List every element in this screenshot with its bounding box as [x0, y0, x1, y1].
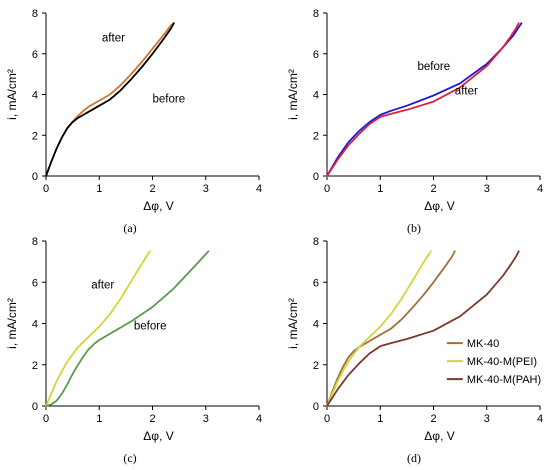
y-axis-label: i, mA/cm²	[5, 298, 19, 349]
x-axis-label: Δφ, V	[424, 199, 454, 213]
y-tick-label: 2	[313, 360, 319, 372]
y-tick-label: 6	[313, 49, 319, 61]
x-tick-label: 2	[149, 183, 155, 195]
x-tick-label: 4	[537, 413, 543, 425]
y-tick-label: 2	[313, 130, 319, 142]
x-tick-label: 1	[377, 183, 383, 195]
annotation-label: after	[455, 86, 478, 98]
series-line-2	[45, 250, 210, 407]
legend-label: MK-40	[467, 338, 499, 350]
y-tick-label: 0	[32, 401, 38, 413]
x-tick-label: 4	[256, 183, 262, 195]
y-tick-label: 0	[313, 171, 319, 183]
x-tick-label: 4	[537, 183, 543, 195]
y-tick-label: 8	[32, 8, 38, 20]
legend-label: MK-40-M(PEI)	[467, 356, 537, 368]
y-tick-label: 8	[32, 236, 38, 248]
annotation-label: after	[91, 279, 114, 291]
y-tick-label: 4	[313, 90, 319, 102]
x-tick-label: 1	[96, 413, 102, 425]
x-tick-label: 2	[149, 413, 155, 425]
x-tick-label: 3	[484, 183, 490, 195]
y-tick-label: 4	[32, 90, 38, 102]
annotation-label: before	[134, 321, 167, 333]
x-axis-label: Δφ, V	[424, 429, 454, 443]
series-line-2	[326, 250, 432, 407]
x-tick-label: 1	[96, 183, 102, 195]
annotation-label: before	[153, 94, 186, 106]
legend: MK-40 MK-40-M(PEI) MK-40-M(PAH)	[446, 338, 541, 386]
y-tick-label: 6	[32, 49, 38, 61]
panel-label: (c)	[123, 451, 136, 465]
x-tick-label: 2	[430, 183, 436, 195]
series-line-2	[326, 22, 520, 177]
x-tick-label: 0	[324, 183, 330, 195]
series-line-1	[45, 250, 151, 407]
panel-label: (d)	[407, 451, 421, 465]
y-tick-label: 0	[313, 401, 319, 413]
x-tick-label: 0	[324, 413, 330, 425]
y-tick-label: 2	[32, 130, 38, 142]
annotation-label: after	[102, 33, 125, 45]
chart-panel-3: 0 1 2 3 4 0 2 4 6 8 Δφ, V i, mA/cm² (c) after before	[5, 236, 262, 465]
chart-panel-2: 0 1 2 3 4 0 2 4 6 8 Δφ, V i, mA/cm² (b) before after	[286, 8, 543, 235]
series-line-3	[326, 250, 520, 407]
panel-label: (a)	[123, 221, 136, 235]
x-tick-label: 3	[203, 183, 209, 195]
y-tick-label: 4	[313, 319, 319, 331]
y-tick-label: 8	[313, 236, 319, 248]
x-tick-label: 3	[484, 413, 490, 425]
x-tick-label: 2	[430, 413, 436, 425]
y-axis-label: i, mA/cm²	[286, 298, 300, 349]
y-axis-label: i, mA/cm²	[286, 69, 300, 120]
x-tick-label: 0	[43, 413, 49, 425]
series-line-1	[326, 22, 523, 177]
x-tick-label: 4	[256, 413, 262, 425]
y-axis-label: i, mA/cm²	[5, 69, 19, 120]
y-tick-label: 2	[32, 360, 38, 372]
y-tick-label: 4	[32, 319, 38, 331]
legend-label: MK-40-M(PAH)	[467, 374, 541, 386]
x-tick-label: 1	[377, 413, 383, 425]
chart-panel-1: 0 1 2 3 4 0 2 4 6 8 Δφ, V i, mA/cm² (a) after before	[5, 8, 262, 235]
x-tick-label: 0	[43, 183, 49, 195]
annotation-label: before	[418, 61, 451, 73]
y-tick-label: 8	[313, 8, 319, 20]
y-tick-label: 0	[32, 171, 38, 183]
x-tick-label: 3	[203, 413, 209, 425]
series-line-2	[45, 22, 175, 177]
x-axis-label: Δφ, V	[143, 429, 173, 443]
y-tick-label: 6	[32, 277, 38, 289]
x-axis-label: Δφ, V	[143, 199, 173, 213]
panel-label: (b)	[407, 221, 421, 235]
chart-panel-4: 0 1 2 3 4 0 2 4 6 8 Δφ, V i, mA/cm² (d) MK-40 MK-40-M(…	[286, 236, 543, 465]
series-line-1	[326, 250, 456, 407]
y-tick-label: 6	[313, 277, 319, 289]
